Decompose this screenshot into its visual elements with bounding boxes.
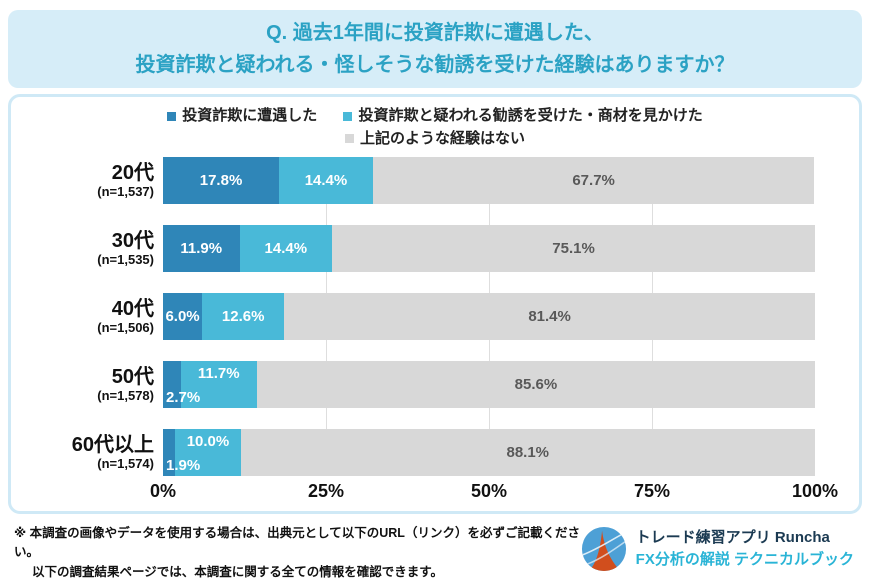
category-label: 40代 (n=1,506): [11, 298, 163, 336]
legend-label-suspected: 投資詐欺と疑われる勧誘を受けた・商材を見かけた: [358, 107, 703, 124]
stacked-bar: 11.9% 14.4% 75.1%: [163, 225, 815, 272]
value-label: 14.4%: [264, 240, 308, 257]
stacked-bar: 11.7% 85.6% 2.7%: [163, 361, 815, 408]
footer: ※ 本調査の画像やデータを使用する場合は、出典元として以下のURL（リンク）を必…: [0, 514, 870, 581]
category-label: 50代 (n=1,578): [11, 366, 163, 404]
bar-segment: 81.4%: [284, 293, 815, 340]
bar-row: 30代 (n=1,535) 11.9% 14.4% 75.1%: [11, 225, 815, 272]
value-label: 2.7%: [166, 389, 201, 406]
question-title: Q. 過去1年間に投資詐欺に遭遇した、 投資詐欺と疑われる・怪しそうな勧誘を受け…: [8, 10, 862, 88]
bar-segment: [163, 429, 176, 476]
category-label: 20代 (n=1,537): [11, 162, 163, 200]
legend-swatch-light-blue: [343, 111, 353, 121]
category-name: 40代: [111, 297, 154, 320]
legend-label-none: 上記のような経験はない: [359, 129, 525, 147]
value-label: 6.0%: [165, 308, 200, 325]
value-label: 12.6%: [221, 308, 265, 325]
stacked-bar: 6.0% 12.6% 81.4%: [163, 293, 815, 340]
source-note-line1: ※ 本調査の画像やデータを使用する場合は、出典元として以下のURL（リンク）を必…: [14, 526, 580, 560]
value-label: 1.9%: [166, 457, 201, 474]
source-notes: ※ 本調査の画像やデータを使用する場合は、出典元として以下のURL（リンク）を必…: [14, 524, 581, 581]
legend-row-2: 上記のような経験はない: [11, 128, 859, 151]
x-tick-100: 100%: [791, 481, 839, 501]
bar-segment: 14.4%: [279, 157, 373, 204]
bar-segment: 75.1%: [332, 225, 815, 272]
bar-row: 40代 (n=1,506) 6.0% 12.6% 81.4%: [11, 293, 815, 340]
question-title-line2: 投資詐欺と疑われる・怪しそうな勧誘を受けた経験はありますか？: [135, 54, 735, 76]
bar-row: 20代 (n=1,537) 17.8% 14.4% 67.7%: [11, 157, 815, 204]
value-label: 11.7%: [197, 365, 240, 382]
brand-sub-name: FX分析の解説 テクニカルブック: [635, 551, 854, 568]
legend-row-1: 投資詐欺に遭遇した 投資詐欺と疑われる勧誘を受けた・商材を見かけた: [11, 105, 859, 128]
bar-segment: 6.0%: [163, 293, 203, 340]
brand-text: トレード練習アプリ Runcha FX分析の解説 テクニカルブック: [636, 527, 854, 571]
bar-segment: 10.0%: [175, 429, 241, 476]
value-label: 10.0%: [186, 433, 230, 450]
x-axis: 0% 25% 50% 75% 100%: [150, 476, 838, 506]
value-label: 11.9%: [180, 240, 223, 257]
category-label: 30代 (n=1,535): [11, 230, 163, 268]
category-name: 60代以上: [71, 433, 154, 456]
x-tick-0: 0%: [149, 481, 177, 501]
category-name: 50代: [111, 365, 154, 388]
legend-item-encountered: 投資詐欺に遭遇した: [167, 105, 317, 127]
bar-segment: 88.1%: [240, 429, 815, 476]
value-label: 17.8%: [199, 172, 243, 189]
value-label: 81.4%: [528, 308, 571, 325]
value-label: 75.1%: [552, 240, 595, 257]
category-name: 20代: [111, 161, 154, 184]
bar-segment: 85.6%: [256, 361, 815, 408]
x-tick-25: 25%: [307, 481, 345, 501]
bar-segment: 12.6%: [202, 293, 285, 340]
legend-swatch-dark-blue: [167, 111, 177, 121]
bar-chart: 20代 (n=1,537) 17.8% 14.4% 67.7% 30代 (n=1,535) 1…: [11, 157, 859, 506]
bar-segment: 14.4%: [239, 225, 333, 272]
brand-app-name: トレード練習アプリ Runcha: [635, 529, 830, 547]
category-sample-size: (n=1,506): [97, 319, 154, 335]
x-tick-50: 50%: [470, 481, 508, 501]
value-label: 85.6%: [514, 376, 558, 393]
value-label: 88.1%: [506, 444, 550, 461]
category-label: 60代以上 (n=1,574): [11, 434, 163, 472]
stacked-bar: 10.0% 88.1% 1.9%: [163, 429, 815, 476]
brand-block: トレード練習アプリ Runcha FX分析の解説 テクニカルブック: [581, 526, 854, 572]
bar-segment: 17.8%: [163, 157, 280, 204]
chart-legend: 投資詐欺に遭遇した 投資詐欺と疑われる勧誘を受けた・商材を見かけた 上記のような…: [11, 105, 859, 150]
legend-item-none: 上記のような経験はない: [344, 128, 525, 150]
legend-label-encountered: 投資詐欺に遭遇した: [182, 107, 318, 124]
category-sample-size: (n=1,537): [97, 183, 154, 199]
category-sample-size: (n=1,578): [97, 387, 154, 403]
runcha-logo-icon: [581, 526, 626, 572]
bar-segment: [163, 361, 181, 408]
bar-segment: 67.7%: [372, 157, 815, 204]
legend-item-suspected: 投資詐欺と疑われる勧誘を受けた・商材を見かけた: [343, 105, 703, 127]
bar-row: 50代 (n=1,578) 11.7% 85.6% 2.7%: [11, 361, 815, 408]
stacked-bar: 17.8% 14.4% 67.7%: [163, 157, 815, 204]
value-label: 14.4%: [304, 172, 348, 189]
chart-card: 投資詐欺に遭遇した 投資詐欺と疑われる勧誘を受けた・商材を見かけた 上記のような…: [8, 94, 862, 514]
category-sample-size: (n=1,574): [97, 455, 154, 471]
bar-segment: 11.7%: [180, 361, 257, 408]
question-title-line1: Q. 過去1年間に投資詐欺に遭遇した、: [266, 22, 604, 44]
source-note-line2: 以下の調査結果ページでは、本調査に関する全ての情報を確認できます。: [32, 564, 444, 579]
category-name: 30代: [111, 229, 154, 252]
bar-row: 60代以上 (n=1,574) 10.0% 88.1% 1.9%: [11, 429, 815, 476]
category-sample-size: (n=1,535): [97, 251, 154, 267]
legend-swatch-gray: [344, 134, 354, 143]
bar-rows: 20代 (n=1,537) 17.8% 14.4% 67.7% 30代 (n=1,535) 1…: [11, 157, 859, 476]
bar-segment: 11.9%: [163, 225, 240, 272]
value-label: 67.7%: [572, 172, 615, 189]
x-tick-75: 75%: [633, 481, 671, 501]
